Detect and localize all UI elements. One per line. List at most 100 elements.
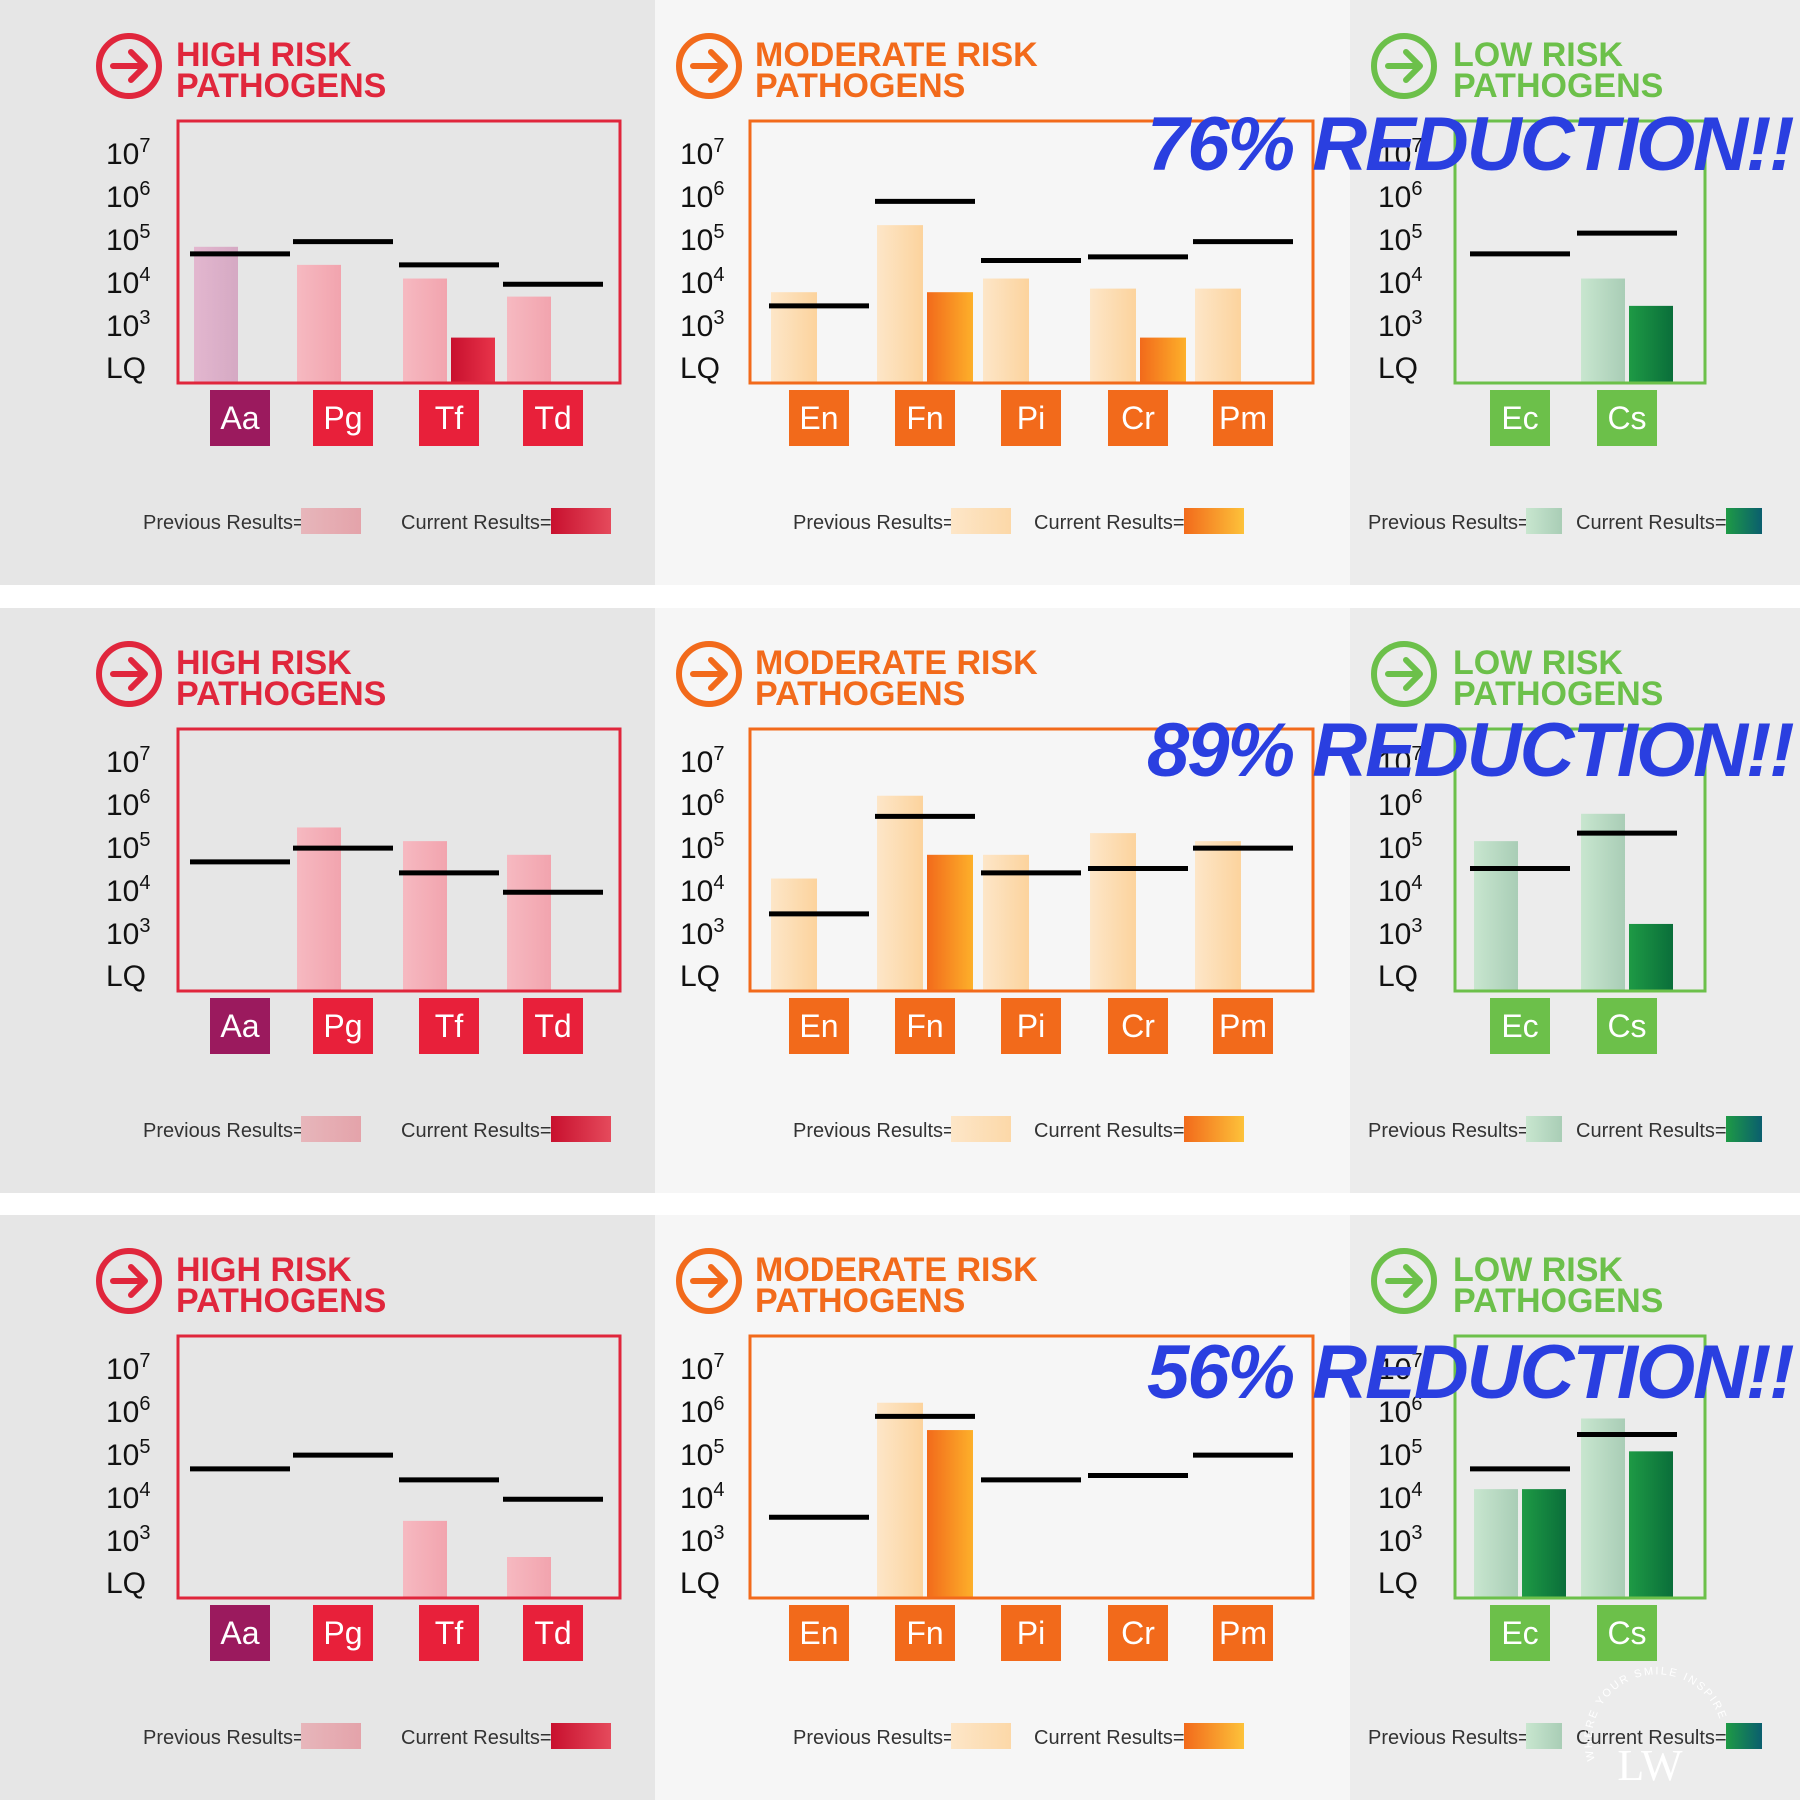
- legend-previous-label: Previous Results=: [1368, 512, 1530, 534]
- y-tick-exponent: 6: [713, 178, 724, 200]
- category-label: En: [799, 400, 838, 436]
- category-label: Aa: [220, 1008, 259, 1044]
- legend-previous-swatch: [301, 508, 361, 534]
- y-tick-exponent: 5: [1411, 221, 1422, 243]
- bar-previous-aa: [194, 246, 238, 383]
- arrow-circle-icon-ring: [96, 33, 162, 99]
- legend-previous-label: Previous Results=: [143, 512, 305, 534]
- y-tick-exponent: 6: [139, 786, 150, 808]
- legend-current-label: Current Results=: [1576, 512, 1727, 534]
- category-badge-td: [523, 390, 583, 446]
- y-tick-label: LQ: [106, 960, 146, 993]
- panel-title-line2: PATHOGENS: [1453, 675, 1663, 713]
- bar-previous-cr: [1090, 288, 1136, 383]
- category-badge-tf: [419, 998, 479, 1054]
- legend-previous-swatch: [951, 1723, 1011, 1749]
- plot-frame: [748, 727, 1315, 993]
- legend-current-swatch: [1726, 508, 1762, 534]
- panel-title-line1: HIGH RISK: [176, 36, 352, 74]
- plot-frame: [1453, 727, 1707, 993]
- bar-previous-cs: [1581, 278, 1625, 383]
- y-tick-label: LQ: [1378, 1567, 1418, 1600]
- reduction-headline: 89% REDUCTION!!: [1147, 708, 1794, 793]
- category-label: Ec: [1501, 1615, 1538, 1651]
- y-tick-exponent: 5: [139, 1436, 150, 1458]
- panel-title-line2: PATHOGENS: [1453, 67, 1663, 105]
- category-badge-cr: [1108, 390, 1168, 446]
- panel-title-line1: HIGH RISK: [176, 644, 352, 682]
- y-tick-label: 105: [106, 1436, 151, 1472]
- arrow-circle-icon-ring: [96, 641, 162, 707]
- category-badge-pi: [1001, 1605, 1061, 1661]
- category-badge-ec: [1490, 1605, 1550, 1661]
- bar-previous-pm: [1195, 841, 1241, 991]
- bar-current-cs: [1629, 305, 1673, 383]
- y-tick-exponent: 7: [1411, 135, 1422, 157]
- panel-title-line1: MODERATE RISK: [755, 36, 1038, 74]
- category-badge-ec: [1490, 390, 1550, 446]
- category-label: Ec: [1501, 400, 1538, 436]
- y-tick-exponent: 3: [139, 915, 150, 937]
- arrow-circle-icon-ring: [676, 641, 742, 707]
- y-tick-exponent: 5: [139, 829, 150, 851]
- panel-background: [1350, 608, 1800, 1193]
- y-tick-exponent: 5: [1411, 1436, 1422, 1458]
- category-label: Tf: [435, 1615, 464, 1651]
- y-tick-label: 106: [106, 1393, 151, 1429]
- arrow-circle-icon: [676, 641, 742, 707]
- plot-frame: [748, 119, 1315, 385]
- panel-background: [655, 1215, 1350, 1800]
- category-label: Aa: [220, 1615, 259, 1651]
- y-tick-exponent: 4: [1411, 264, 1422, 286]
- legend-current-label: Current Results=: [401, 1727, 552, 1749]
- arrow-icon: [110, 1264, 148, 1298]
- bar-previous-tf: [403, 278, 447, 383]
- panel-title-line1: HIGH RISK: [176, 1251, 352, 1289]
- panel-title-line1: MODERATE RISK: [755, 1251, 1038, 1289]
- category-label: Ec: [1501, 1008, 1538, 1044]
- y-tick-exponent: 3: [1411, 915, 1422, 937]
- bar-current-cs: [1629, 1451, 1673, 1598]
- category-badge-aa: [210, 390, 270, 446]
- bar-current-ec: [1522, 1489, 1566, 1598]
- y-tick-exponent: 5: [139, 221, 150, 243]
- arrow-circle-icon-ring: [676, 33, 742, 99]
- category-badge-fn: [895, 998, 955, 1054]
- category-label: En: [799, 1615, 838, 1651]
- plot-frame: [176, 1334, 622, 1600]
- category-badge-aa: [210, 998, 270, 1054]
- arrow-circle-icon: [1371, 1248, 1437, 1314]
- bar-current-tf: [451, 337, 495, 383]
- category-label: Cs: [1607, 1615, 1646, 1651]
- y-tick-label: LQ: [106, 352, 146, 385]
- y-tick-exponent: 7: [139, 1350, 150, 1372]
- legend-previous-swatch: [1526, 1723, 1562, 1749]
- plot-frame: [1453, 119, 1707, 385]
- y-tick-exponent: 7: [1411, 1350, 1422, 1372]
- bar-previous-fn: [877, 1402, 923, 1598]
- y-tick-exponent: 3: [713, 307, 724, 329]
- panel-background: [0, 1215, 655, 1800]
- category-label: Td: [534, 400, 571, 436]
- category-badge-pm: [1213, 390, 1273, 446]
- category-label: Cs: [1607, 1008, 1646, 1044]
- arrow-circle-icon-ring: [1371, 641, 1437, 707]
- bar-previous-td: [507, 296, 551, 383]
- watermark-mark: LW: [1617, 1741, 1683, 1790]
- arrow-circle-icon: [1371, 641, 1437, 707]
- arrow-circle-icon: [1371, 33, 1437, 99]
- y-tick-exponent: 5: [1411, 829, 1422, 851]
- arrow-circle-icon-ring: [676, 1248, 742, 1314]
- y-tick-exponent: 4: [139, 872, 150, 894]
- category-badge-ec: [1490, 998, 1550, 1054]
- reduction-headline: 76% REDUCTION!!: [1147, 102, 1794, 187]
- legend-current-label: Current Results=: [401, 512, 552, 534]
- bar-previous-pg: [297, 264, 341, 383]
- y-tick-label: LQ: [680, 1567, 720, 1600]
- category-label: Fn: [906, 1615, 943, 1651]
- legend-current-label: Current Results=: [1034, 1120, 1185, 1142]
- panel-title-line1: LOW RISK: [1453, 36, 1623, 74]
- legend-previous-label: Previous Results=: [143, 1120, 305, 1142]
- legend-current-label: Current Results=: [401, 1120, 552, 1142]
